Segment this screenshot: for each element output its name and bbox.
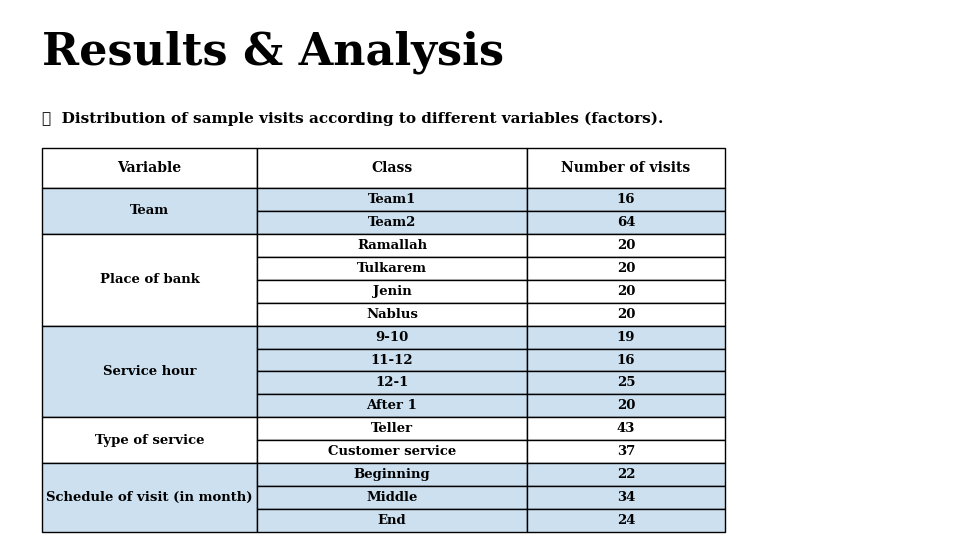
Text: Results & Analysis: Results & Analysis: [42, 30, 504, 73]
Text: 24: 24: [616, 514, 636, 527]
Text: 16: 16: [616, 354, 636, 367]
Text: 12-1: 12-1: [375, 376, 409, 389]
Text: Number of visits: Number of visits: [562, 161, 690, 175]
Bar: [257, 234, 527, 257]
Bar: [527, 302, 725, 326]
Text: 16: 16: [616, 193, 636, 206]
Text: Service hour: Service hour: [103, 365, 197, 378]
Bar: [257, 440, 527, 463]
Text: 20: 20: [616, 308, 636, 321]
Text: Place of bank: Place of bank: [100, 273, 200, 286]
Bar: [42, 188, 257, 234]
Text: Beginning: Beginning: [353, 468, 430, 481]
Bar: [42, 326, 257, 417]
Text: 9-10: 9-10: [375, 330, 409, 343]
Bar: [257, 463, 527, 486]
Text: Variable: Variable: [117, 161, 181, 175]
Text: 20: 20: [616, 400, 636, 413]
Text: Nablus: Nablus: [366, 308, 418, 321]
Text: End: End: [377, 514, 406, 527]
Bar: [42, 148, 257, 188]
Bar: [527, 280, 725, 302]
Text: 34: 34: [616, 491, 636, 504]
Bar: [257, 509, 527, 532]
Text: Class: Class: [372, 161, 413, 175]
Bar: [527, 417, 725, 440]
Text: Customer service: Customer service: [328, 446, 456, 458]
Bar: [257, 280, 527, 302]
Bar: [527, 188, 725, 211]
Text: Type of service: Type of service: [95, 434, 204, 447]
Bar: [527, 211, 725, 234]
Bar: [42, 234, 257, 326]
Bar: [527, 486, 725, 509]
Bar: [257, 302, 527, 326]
Bar: [257, 372, 527, 394]
Bar: [257, 257, 527, 280]
Bar: [527, 348, 725, 372]
Text: Team1: Team1: [368, 193, 417, 206]
Bar: [42, 417, 257, 463]
Text: 64: 64: [616, 216, 636, 229]
Bar: [257, 148, 527, 188]
Bar: [527, 509, 725, 532]
Bar: [257, 211, 527, 234]
Text: 20: 20: [616, 239, 636, 252]
Text: Team2: Team2: [368, 216, 417, 229]
Bar: [527, 234, 725, 257]
Bar: [257, 188, 527, 211]
Text: Middle: Middle: [367, 491, 418, 504]
Bar: [527, 326, 725, 348]
Bar: [527, 257, 725, 280]
Bar: [42, 463, 257, 532]
Bar: [527, 440, 725, 463]
Text: Tulkarem: Tulkarem: [357, 262, 427, 275]
Text: 22: 22: [616, 468, 636, 481]
Text: ☐  Distribution of sample visits according to different variables (factors).: ☐ Distribution of sample visits accordin…: [42, 112, 663, 126]
Text: Jenin: Jenin: [372, 285, 412, 298]
Text: Ramallah: Ramallah: [357, 239, 427, 252]
Bar: [257, 417, 527, 440]
Bar: [257, 486, 527, 509]
Text: 19: 19: [616, 330, 636, 343]
Bar: [527, 372, 725, 394]
Bar: [257, 326, 527, 348]
Text: 37: 37: [617, 446, 636, 458]
Bar: [257, 394, 527, 417]
Text: Team: Team: [130, 205, 169, 218]
Bar: [527, 148, 725, 188]
Text: Teller: Teller: [371, 422, 413, 435]
Text: 20: 20: [616, 262, 636, 275]
Bar: [527, 463, 725, 486]
Text: 25: 25: [616, 376, 636, 389]
Text: 43: 43: [616, 422, 636, 435]
Bar: [527, 394, 725, 417]
Text: 11-12: 11-12: [371, 354, 414, 367]
Text: Schedule of visit (in month): Schedule of visit (in month): [46, 491, 252, 504]
Bar: [257, 348, 527, 372]
Text: 20: 20: [616, 285, 636, 298]
Text: After 1: After 1: [367, 400, 418, 413]
